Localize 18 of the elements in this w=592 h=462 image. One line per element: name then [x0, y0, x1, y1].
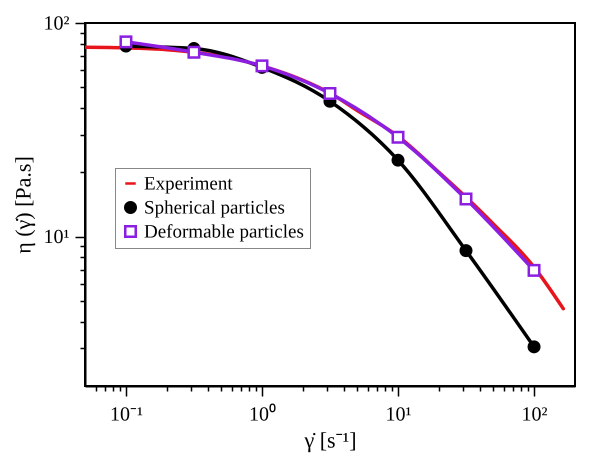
- point: [528, 340, 541, 354]
- point: [323, 86, 336, 100]
- x-tick-label: 10⁰: [248, 402, 276, 426]
- legend-label: Experiment: [144, 174, 234, 194]
- point: [528, 264, 541, 277]
- point: [119, 35, 132, 48]
- x-tick-label: 10²: [522, 404, 548, 426]
- x-tick-label: 10¹: [386, 404, 412, 426]
- point: [392, 154, 405, 167]
- legend-label: Spherical particles: [144, 198, 285, 218]
- point: [459, 192, 472, 206]
- x-tick-label: 10⁻¹: [110, 404, 143, 426]
- point: [459, 244, 472, 258]
- y-axis-title: η (γ̇) [Pa.s]: [10, 156, 36, 254]
- point: [392, 130, 405, 144]
- legend-label: Deformable particles: [144, 222, 304, 242]
- x-axis-title: γ̇ [s⁻¹]: [303, 428, 357, 452]
- point: [187, 46, 200, 59]
